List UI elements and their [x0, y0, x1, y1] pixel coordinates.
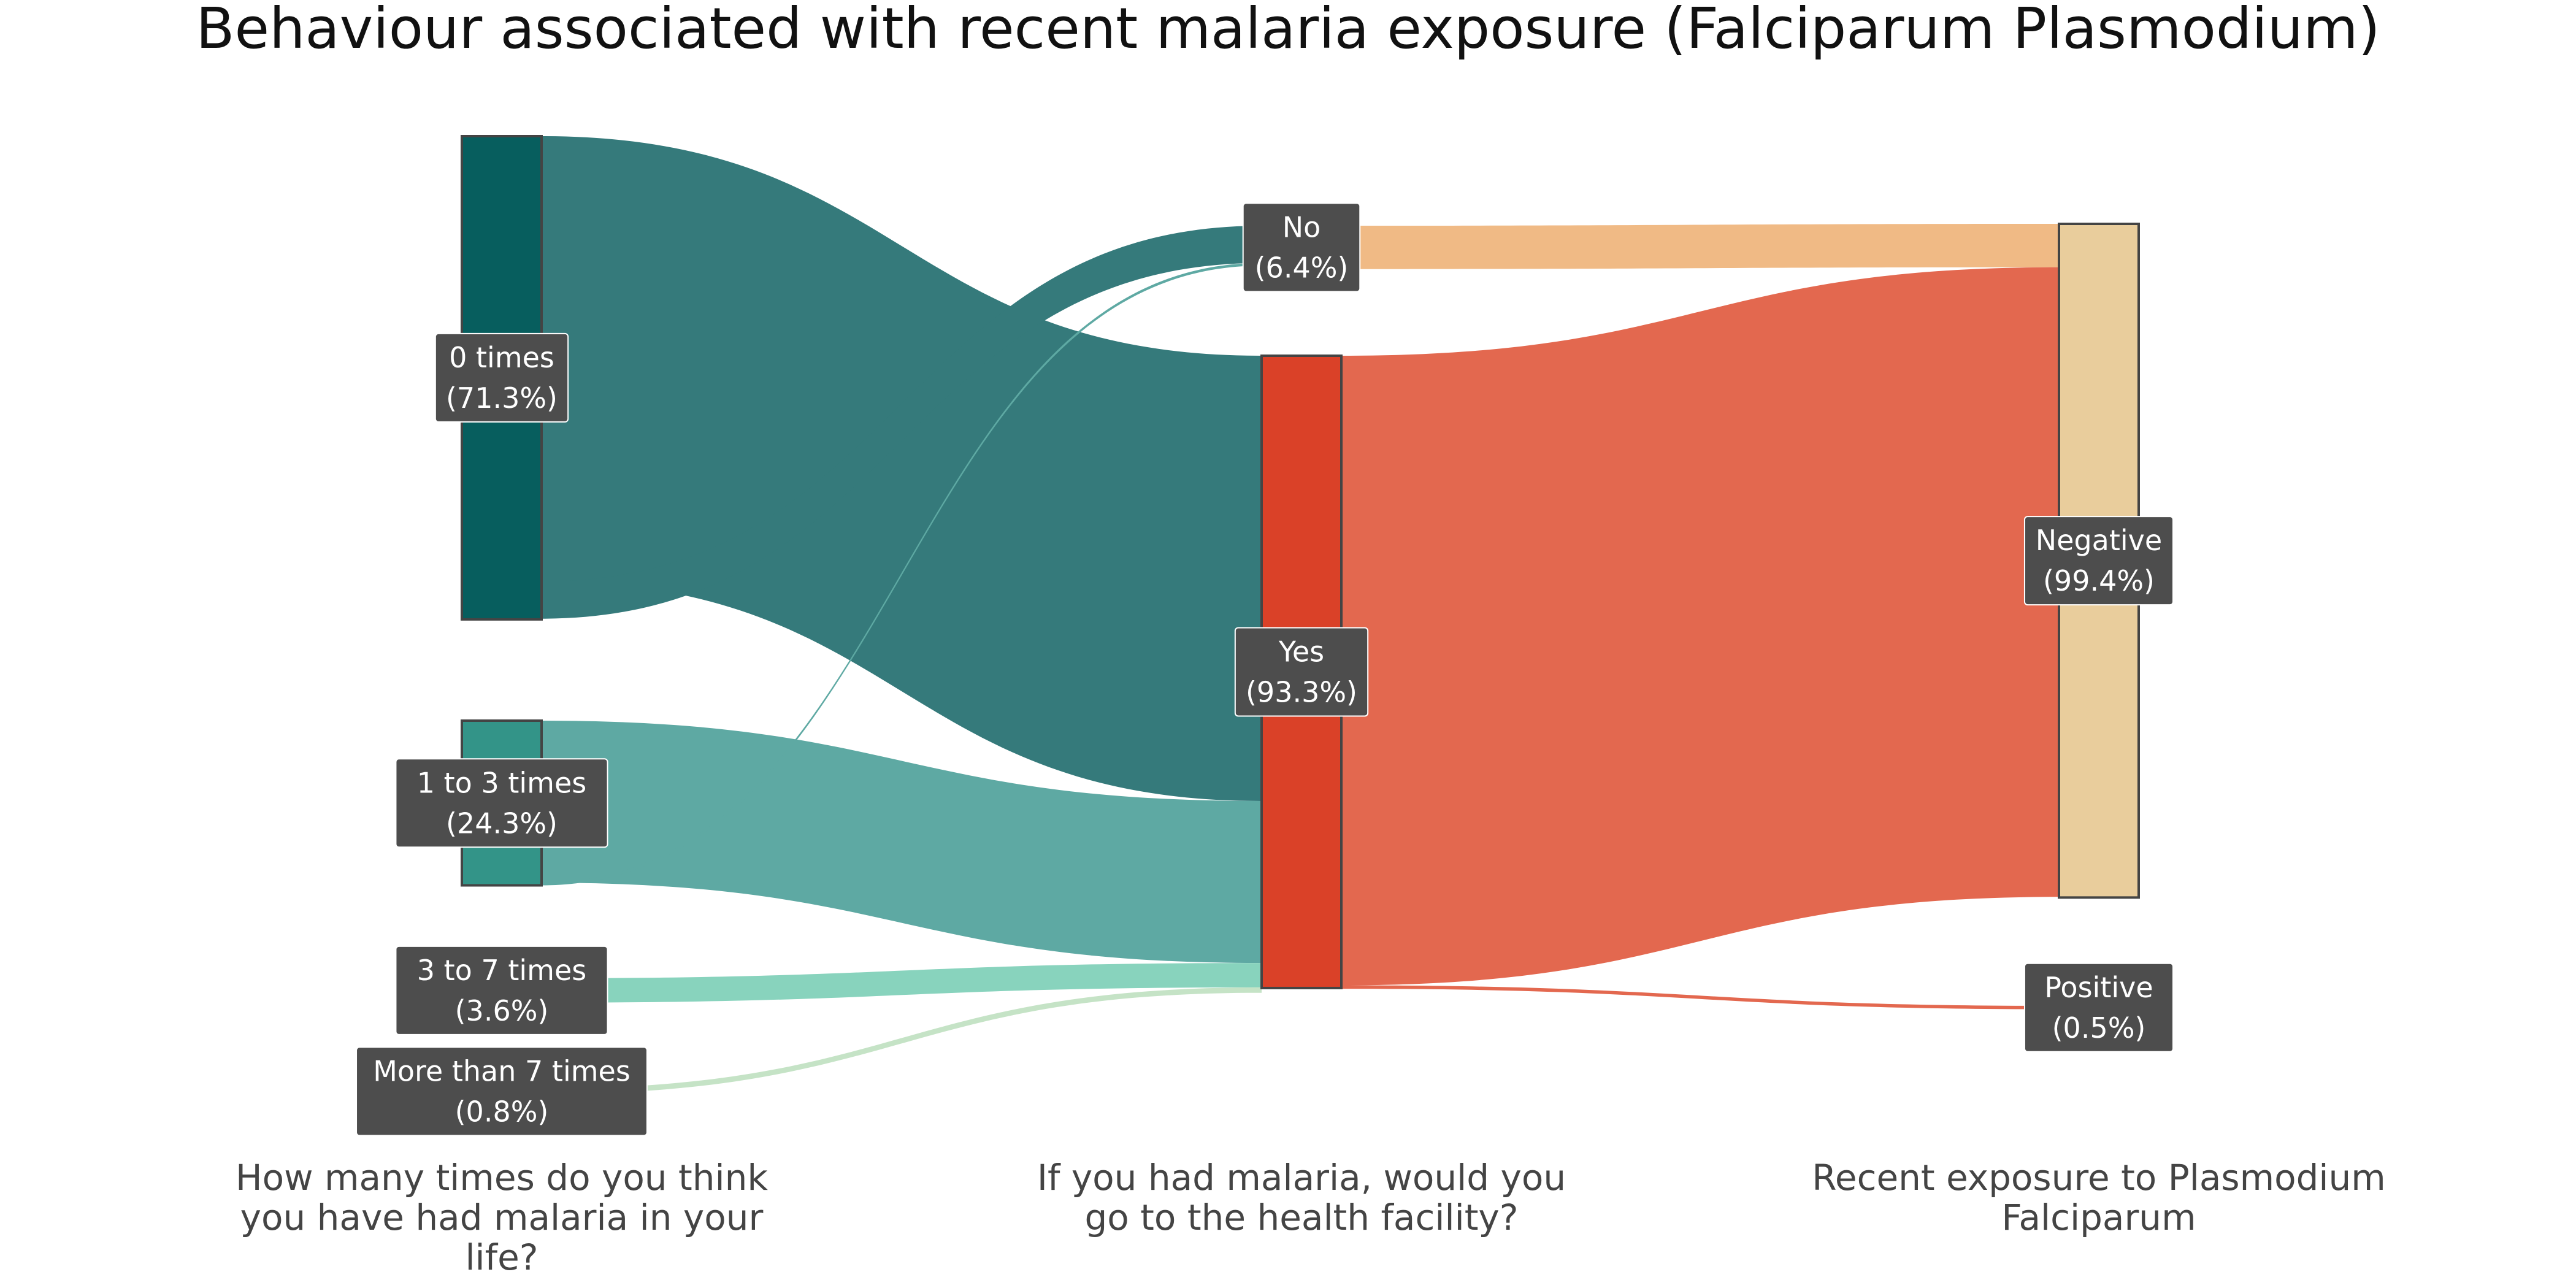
labels-layer: 0 times (71.3%) 1 to 3 times (24.3%) 3 to 7 … — [356, 202, 2174, 1137]
link-t0-to-yes — [542, 136, 1262, 801]
node-label-name: Positive — [2044, 971, 2153, 1004]
column-label-line: you have had malaria in your — [240, 1197, 764, 1238]
node-label-yes: Yes (93.3%) — [1234, 627, 1369, 717]
node-label-box — [395, 758, 608, 848]
column-label-line: How many times do you think — [236, 1157, 768, 1198]
link-t1-to-no — [542, 263, 1262, 886]
node-label-percent: (0.5%) — [2052, 1011, 2146, 1045]
node-label-box — [2023, 962, 2174, 1052]
node-label-percent: (0.8%) — [455, 1095, 549, 1128]
node-label-box — [1242, 202, 1361, 293]
node-label-box — [356, 1046, 648, 1137]
node-label-no: No (6.4%) — [1242, 202, 1361, 293]
node-label-name: 3 to 7 times — [417, 954, 586, 987]
node-label-box — [434, 332, 569, 423]
node-label-percent: (24.3%) — [446, 807, 558, 840]
node-label-name: 1 to 3 times — [417, 766, 586, 799]
node-label-t7: More than 7 times (0.8%) — [356, 1046, 648, 1137]
chart-title: Behaviour associated with recent malaria… — [196, 0, 2380, 61]
node-label-box — [395, 945, 608, 1035]
link-yes-to-pos — [1341, 985, 2059, 1010]
node-label-box — [1234, 627, 1369, 717]
column-label-line: go to the health facility? — [1084, 1197, 1518, 1238]
node-label-percent: (99.4%) — [2043, 564, 2155, 597]
node-label-name: 0 times — [449, 341, 554, 374]
node-label-percent: (93.3%) — [1246, 675, 1357, 708]
link-t1-to-yes — [542, 721, 1262, 964]
link-t7-to-yes — [542, 987, 1262, 1094]
node-label-name: Yes — [1278, 635, 1324, 668]
link-no-to-neg — [1341, 224, 2059, 269]
node-label-percent: (3.6%) — [455, 994, 549, 1027]
column-label-line: Recent exposure to Plasmodium — [1812, 1157, 2386, 1198]
node-label-percent: (71.3%) — [446, 381, 558, 415]
node-label-neg: Negative (99.4%) — [2023, 516, 2174, 606]
node-label-name: No — [1282, 210, 1321, 243]
node-label-pos: Positive (0.5%) — [2023, 962, 2174, 1052]
link-t0-to-no — [542, 226, 1262, 619]
node-label-name: More than 7 times — [373, 1054, 631, 1087]
node-label-percent: (6.4%) — [1255, 251, 1349, 284]
links-layer — [542, 136, 2059, 1094]
link-yes-to-neg — [1341, 267, 2059, 986]
column-label-line: If you had malaria, would you — [1037, 1157, 1566, 1198]
link-t3-to-yes — [542, 963, 1262, 1003]
node-label-box — [2023, 516, 2174, 606]
node-label-t0: 0 times (71.3%) — [434, 332, 569, 423]
column-label-line: Falciparum — [2001, 1197, 2196, 1238]
node-label-t1: 1 to 3 times (24.3%) — [395, 758, 608, 848]
node-label-t3: 3 to 7 times (3.6%) — [395, 945, 608, 1035]
node-label-name: Negative — [2036, 524, 2162, 557]
column-label-line: life? — [465, 1236, 538, 1278]
